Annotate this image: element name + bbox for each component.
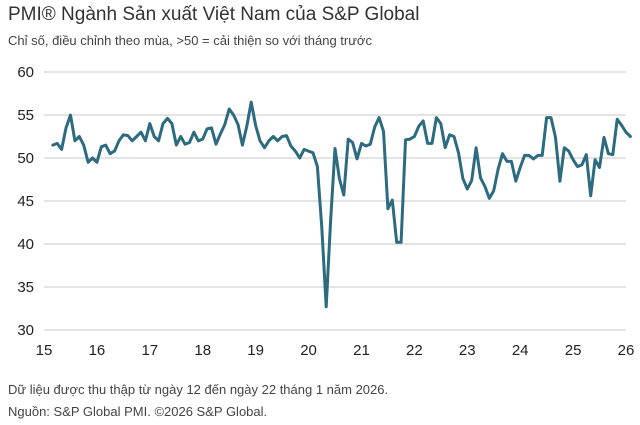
x-tick-label: 26 xyxy=(618,342,635,359)
chart-subtitle: Chỉ số, điều chỉnh theo mùa, >50 = cải t… xyxy=(8,33,372,48)
y-tick-label: 40 xyxy=(17,236,34,253)
data-collection-note: Dữ liệu được thu thập từ ngày 12 đến ngà… xyxy=(8,382,389,397)
y-tick-label: 60 xyxy=(17,64,34,81)
x-tick-label: 15 xyxy=(36,342,53,359)
source-note: Nguồn: S&P Global PMI. ©2026 S&P Global. xyxy=(8,404,268,419)
y-tick-label: 45 xyxy=(17,193,34,210)
y-tick-label: 50 xyxy=(17,150,34,167)
x-tick-label: 24 xyxy=(512,342,529,359)
x-tick-label: 21 xyxy=(353,342,370,359)
y-tick-label: 30 xyxy=(17,322,34,339)
x-tick-label: 17 xyxy=(141,342,158,359)
x-tick-label: 25 xyxy=(565,342,582,359)
x-tick-label: 16 xyxy=(89,342,106,359)
y-tick-label: 55 xyxy=(17,107,34,124)
x-tick-label: 23 xyxy=(459,342,476,359)
x-tick-label: 22 xyxy=(406,342,423,359)
y-tick-label: 35 xyxy=(17,279,34,296)
x-tick-label: 18 xyxy=(194,342,211,359)
pmi-series-line xyxy=(51,100,632,309)
chart-title: PMI® Ngành Sản xuất Việt Nam của S&P Glo… xyxy=(8,4,420,25)
x-tick-label: 20 xyxy=(300,342,317,359)
x-tick-label: 19 xyxy=(247,342,264,359)
